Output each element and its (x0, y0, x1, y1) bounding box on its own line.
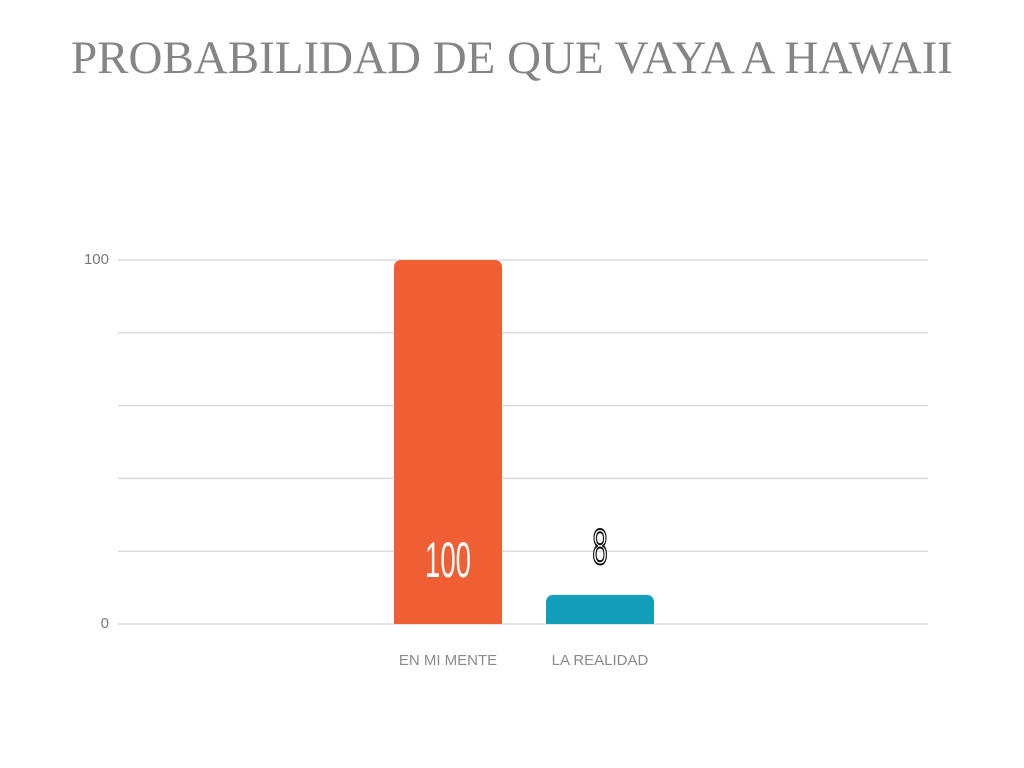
y-tick-label: 100 (84, 251, 109, 268)
chart-title: PROBABILIDAD DE QUE VAYA A HAWAII (71, 32, 953, 84)
value-label: 8 (592, 518, 607, 575)
bar (394, 260, 502, 624)
x-tick-label: LA REALIDAD (552, 652, 649, 669)
y-tick-label: 0 (101, 615, 109, 632)
bar (546, 594, 654, 624)
x-tick-label: EN MI MENTE (399, 652, 497, 669)
value-label: 100 (425, 531, 471, 588)
